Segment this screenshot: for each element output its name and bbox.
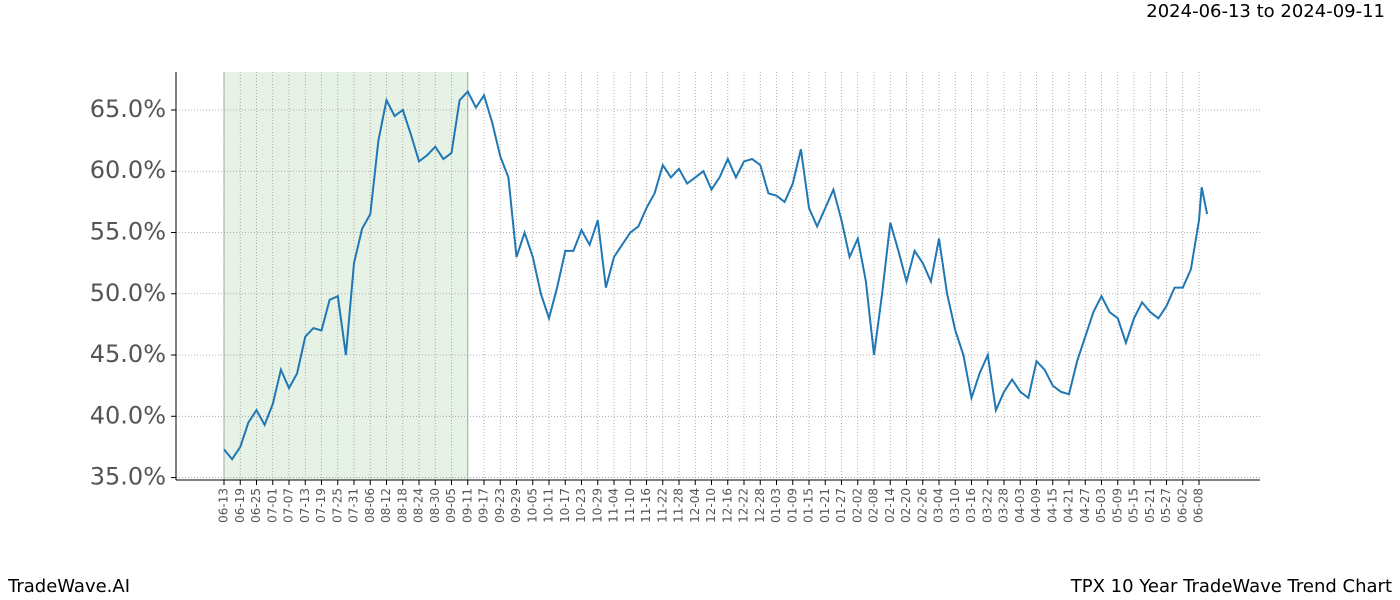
x-tick-label: 12-16 bbox=[720, 488, 734, 523]
x-tick-label: 04-09 bbox=[1029, 488, 1043, 523]
x-tick-label: 07-31 bbox=[347, 488, 361, 523]
subtitle: 2024-06-13 to 2024-09-11 bbox=[1146, 1, 1385, 22]
x-tick-label: 09-17 bbox=[477, 488, 491, 523]
x-tick-label: 11-04 bbox=[607, 488, 621, 523]
x-tick-label: 02-08 bbox=[867, 488, 881, 523]
x-tick-label: 05-21 bbox=[1143, 488, 1157, 523]
x-tick-label: 10-29 bbox=[590, 488, 604, 523]
x-tick-label: 08-24 bbox=[412, 488, 426, 523]
x-tick-label: 04-15 bbox=[1045, 488, 1059, 523]
x-tick-label: 10-17 bbox=[558, 488, 572, 523]
trend-line bbox=[223, 89, 1209, 461]
x-tick-label: 09-05 bbox=[444, 488, 458, 523]
y-tick-label: 65.0% bbox=[90, 95, 166, 123]
x-tick-label: 10-05 bbox=[525, 488, 539, 523]
x-tick-label: 07-19 bbox=[314, 488, 328, 523]
x-tick-label: 03-04 bbox=[932, 488, 946, 523]
y-tick-label: 50.0% bbox=[90, 279, 166, 307]
x-tick-label: 02-20 bbox=[899, 488, 913, 523]
y-tick-label: 35.0% bbox=[90, 463, 166, 491]
x-tick-label: 01-21 bbox=[818, 488, 832, 523]
x-tick-label: 10-23 bbox=[574, 488, 588, 523]
y-tick-label: 40.0% bbox=[90, 401, 166, 429]
x-tick-label: 01-09 bbox=[785, 488, 799, 523]
x-tick-label: 11-22 bbox=[655, 488, 669, 523]
x-tick-label: 06-02 bbox=[1175, 488, 1189, 523]
x-tick-label: 03-10 bbox=[948, 488, 962, 523]
x-tick-label: 05-09 bbox=[1110, 488, 1124, 523]
x-tick-label: 11-10 bbox=[623, 488, 637, 523]
x-tick-label: 08-06 bbox=[363, 488, 377, 523]
y-tick-label: 55.0% bbox=[90, 218, 166, 246]
x-tick-label: 02-02 bbox=[850, 488, 864, 523]
x-tick-label: 01-27 bbox=[834, 488, 848, 523]
x-tick-label: 03-22 bbox=[980, 488, 994, 523]
x-tick-label: 07-01 bbox=[265, 488, 279, 523]
x-tick-label: 06-19 bbox=[233, 488, 247, 523]
x-tick-label: 04-03 bbox=[1013, 488, 1027, 523]
x-tick-label: 02-26 bbox=[915, 488, 929, 523]
x-tick-label: 03-16 bbox=[964, 488, 978, 523]
y-tick-label: 45.0% bbox=[90, 340, 166, 368]
x-tick-label: 06-25 bbox=[249, 488, 263, 523]
x-tick-label: 01-15 bbox=[802, 488, 816, 523]
x-tick-label: 05-15 bbox=[1127, 488, 1141, 523]
x-tick-label: 01-03 bbox=[769, 488, 783, 523]
highlight-band bbox=[224, 72, 468, 480]
x-tick-label: 12-28 bbox=[753, 488, 767, 523]
x-tick-label: 07-07 bbox=[282, 488, 296, 523]
x-tick-label: 04-27 bbox=[1078, 488, 1092, 523]
x-tick-label: 10-11 bbox=[542, 488, 556, 523]
x-tick-label: 02-14 bbox=[883, 488, 897, 523]
x-tick-label: 03-28 bbox=[997, 488, 1011, 523]
x-tick-label: 08-18 bbox=[395, 488, 409, 523]
x-tick-label: 08-30 bbox=[428, 488, 442, 523]
y-tick-label: 60.0% bbox=[90, 156, 166, 184]
x-tick-label: 12-04 bbox=[688, 488, 702, 523]
x-tick-label: 11-16 bbox=[639, 488, 653, 523]
x-tick-label: 07-13 bbox=[298, 488, 312, 523]
x-tick-label: 11-28 bbox=[672, 488, 686, 523]
footer-right: TPX 10 Year TradeWave Trend Chart bbox=[1070, 576, 1392, 597]
x-tick-label: 04-21 bbox=[1062, 488, 1076, 523]
x-tick-label: 12-10 bbox=[704, 488, 718, 523]
x-tick-label: 08-12 bbox=[379, 488, 393, 523]
x-tick-label: 12-22 bbox=[737, 488, 751, 523]
x-tick-label: 09-11 bbox=[460, 488, 474, 523]
x-tick-label: 06-08 bbox=[1192, 488, 1206, 523]
x-tick-label: 05-03 bbox=[1094, 488, 1108, 523]
x-tick-label: 09-29 bbox=[509, 488, 523, 523]
footer-left: TradeWave.AI bbox=[7, 576, 130, 597]
x-tick-label: 05-27 bbox=[1159, 488, 1173, 523]
x-tick-label: 06-13 bbox=[217, 488, 231, 523]
x-tick-label: 09-23 bbox=[493, 488, 507, 523]
x-tick-label: 07-25 bbox=[330, 488, 344, 523]
